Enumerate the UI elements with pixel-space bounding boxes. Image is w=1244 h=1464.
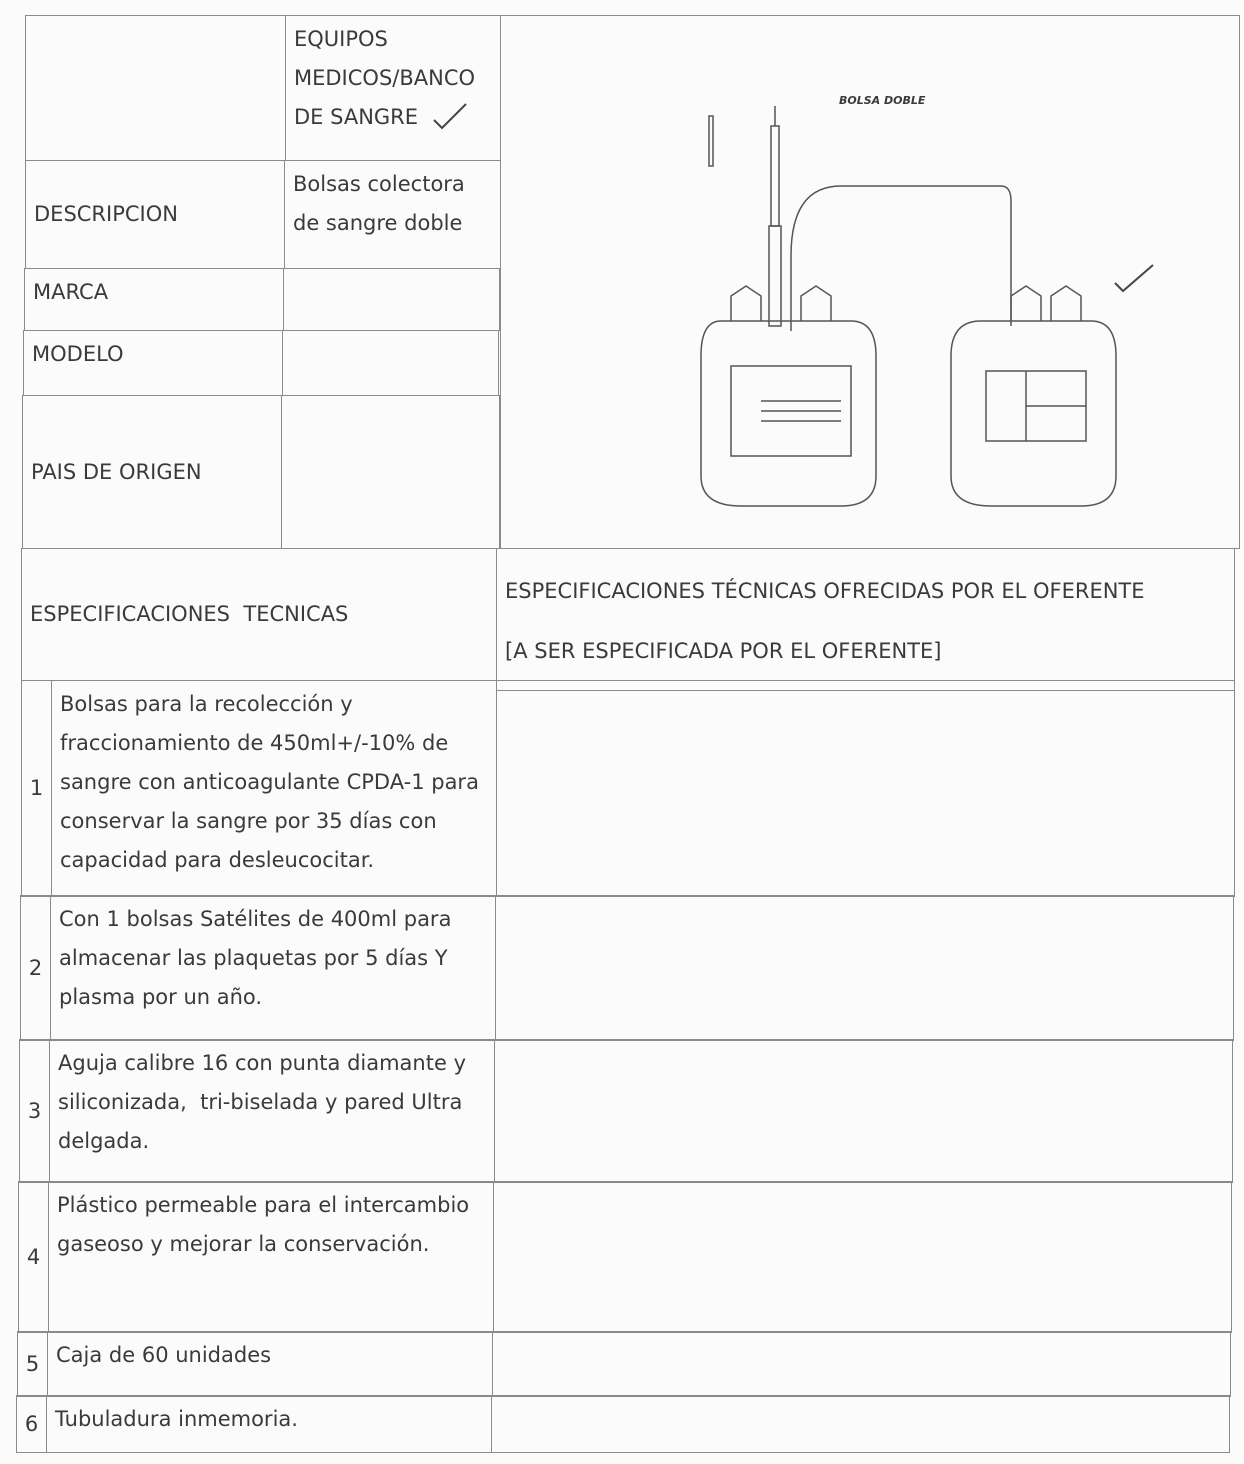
item-number: 6 [16, 1395, 47, 1453]
item-text: Con 1 bolsas Satélites de 400ml para alm… [50, 895, 496, 1041]
item-text: Plástico permeable para el intercambio g… [48, 1181, 494, 1333]
item-number: 1 [21, 680, 52, 897]
field-label: MODELO [23, 330, 283, 396]
item-offer [493, 1181, 1232, 1333]
specs-right-header: ESPECIFICACIONES TÉCNICAS OFRECIDAS POR … [496, 548, 1235, 691]
image-cell: BOLSA DOBLE [500, 15, 1240, 549]
item-text: Tubuladura inmemoria. [46, 1395, 492, 1453]
specs-left-header: ESPECIFICACIONES TECNICAS [21, 548, 497, 681]
specs-right-title: ESPECIFICACIONES TÉCNICAS OFRECIDAS POR … [505, 579, 1145, 603]
field-value: Bolsas colectora de sangre doble [284, 160, 501, 269]
item-number: 3 [19, 1039, 50, 1183]
item-offer [491, 1395, 1230, 1453]
image-caption: BOLSA DOBLE [839, 94, 926, 107]
bag-diagram [700, 106, 1117, 507]
item-text: Bolsas para la recolección y fraccionami… [51, 680, 497, 897]
item-offer [492, 1331, 1231, 1397]
specs-right-note: [A SER ESPECIFICADA POR EL OFERENTE] [505, 639, 942, 663]
category-cell: EQUIPOS MEDICOS/BANCO DE SANGRE [285, 15, 501, 161]
field-label: PAIS DE ORIGEN [22, 395, 282, 549]
category: EQUIPOS MEDICOS/BANCO DE SANGRE [294, 27, 482, 129]
checkmark [1114, 264, 1154, 293]
item-number: 2 [20, 895, 51, 1041]
item-number: 4 [18, 1181, 49, 1333]
field-value [281, 395, 500, 549]
item-number: 5 [17, 1331, 48, 1397]
field-label: MARCA [24, 268, 284, 331]
item-text: Aguja calibre 16 con punta diamante y si… [49, 1039, 495, 1183]
item-offer [494, 1039, 1233, 1183]
item-offer [495, 895, 1234, 1041]
field-value [282, 330, 499, 396]
item-text: Caja de 60 unidades [47, 1331, 493, 1397]
checkmark [433, 103, 467, 130]
field-label: DESCRIPCION [25, 160, 285, 269]
blank-cell [25, 15, 286, 161]
item-offer [496, 680, 1235, 897]
field-value [283, 268, 500, 331]
